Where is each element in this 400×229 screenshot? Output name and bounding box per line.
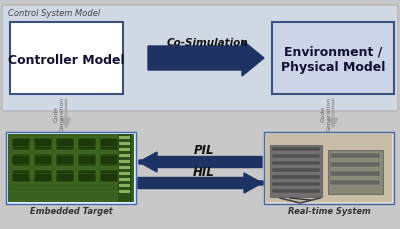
FancyBboxPatch shape — [272, 22, 394, 94]
Text: HIL: HIL — [193, 166, 215, 178]
Bar — [272, 168, 320, 172]
Text: Embedded Target: Embedded Target — [30, 207, 112, 215]
FancyBboxPatch shape — [264, 132, 394, 204]
Bar — [78, 170, 96, 182]
FancyArrow shape — [139, 152, 262, 172]
Bar — [119, 148, 130, 151]
Bar — [119, 172, 130, 175]
Bar — [330, 180, 380, 185]
FancyBboxPatch shape — [10, 22, 123, 94]
Bar — [330, 171, 380, 176]
Bar — [272, 161, 320, 165]
FancyArrow shape — [138, 173, 262, 193]
Bar — [119, 166, 130, 169]
Bar — [119, 136, 130, 139]
Text: PIL: PIL — [194, 144, 214, 158]
Bar — [100, 154, 118, 166]
Bar — [272, 189, 320, 193]
Text: Real-time System: Real-time System — [288, 207, 370, 215]
Bar — [266, 134, 392, 202]
Bar — [8, 134, 134, 202]
FancyBboxPatch shape — [2, 5, 398, 111]
Bar — [34, 138, 52, 150]
Bar — [330, 153, 380, 158]
Bar — [119, 142, 130, 145]
Bar — [328, 150, 383, 194]
Bar — [56, 138, 74, 150]
Bar — [56, 170, 74, 182]
Bar — [12, 138, 30, 150]
Bar — [78, 154, 96, 166]
Bar — [119, 184, 130, 187]
Bar — [119, 178, 130, 181]
Bar — [100, 138, 118, 150]
Bar — [270, 145, 322, 197]
Text: Code
Generation: Code Generation — [54, 96, 64, 132]
Bar — [118, 134, 132, 202]
FancyBboxPatch shape — [6, 132, 136, 204]
Bar — [272, 154, 320, 158]
Bar — [78, 138, 96, 150]
Text: Environment /
Physical Model: Environment / Physical Model — [281, 46, 385, 74]
Bar — [272, 175, 320, 179]
Bar — [119, 154, 130, 157]
Text: Control System Model: Control System Model — [8, 9, 100, 18]
Bar — [272, 182, 320, 186]
Bar — [100, 170, 118, 182]
Bar — [119, 160, 130, 163]
Text: Controller Model: Controller Model — [8, 54, 124, 66]
Bar — [119, 190, 130, 193]
FancyArrow shape — [245, 178, 263, 188]
Text: Co-Simulation: Co-Simulation — [166, 38, 248, 48]
Bar — [12, 170, 30, 182]
Bar — [56, 154, 74, 166]
Bar — [12, 154, 30, 166]
Bar — [34, 154, 52, 166]
Bar — [272, 147, 320, 151]
Bar — [330, 162, 380, 167]
Text: Code
Generation: Code Generation — [321, 96, 331, 132]
Bar — [34, 170, 52, 182]
FancyArrow shape — [139, 158, 157, 166]
FancyArrow shape — [148, 40, 264, 76]
